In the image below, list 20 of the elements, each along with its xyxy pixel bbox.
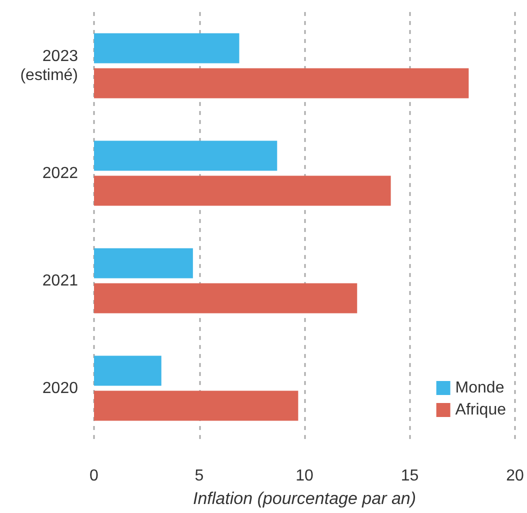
x-axis-title: Inflation (pourcentage par an) — [192, 489, 416, 508]
x-tick-label: 15 — [400, 468, 419, 484]
bar — [94, 390, 298, 421]
bar — [94, 140, 278, 171]
y-tick-label: 2022 — [42, 164, 78, 182]
bar — [94, 283, 358, 314]
y-tick-label: 2020 — [42, 380, 78, 397]
bar — [94, 176, 391, 206]
y-tick-label: 2021 — [42, 272, 78, 290]
bar — [94, 248, 193, 278]
x-tick-label: 0 — [90, 468, 99, 484]
x-tick-label: 20 — [506, 468, 524, 484]
bar — [94, 356, 162, 386]
x-tick-label: 5 — [194, 468, 204, 484]
x-tick-label: 10 — [296, 468, 314, 484]
y-tick-label: 2023 (estimé) — [20, 48, 78, 84]
bar — [94, 68, 469, 98]
legend-label: Monde — [455, 380, 504, 396]
bar — [94, 33, 240, 64]
legend-label: Afrique — [455, 402, 506, 418]
